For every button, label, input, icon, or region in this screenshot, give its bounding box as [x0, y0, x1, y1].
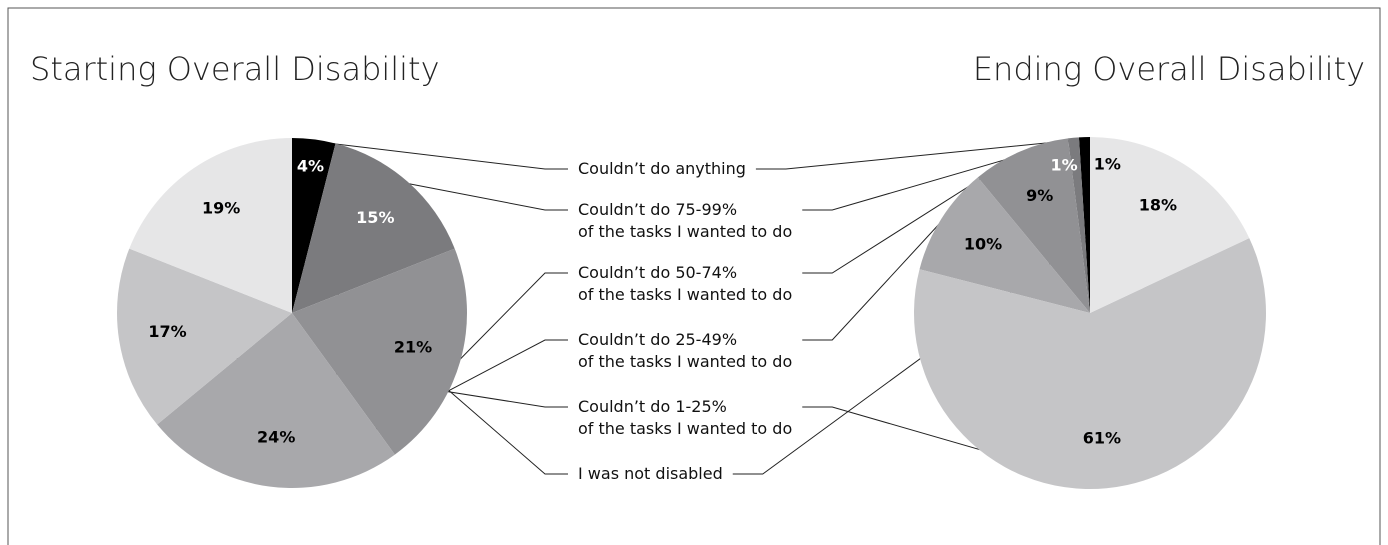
value-label: 15% [356, 208, 394, 227]
value-label: 10% [964, 235, 1002, 254]
value-label: 9% [1026, 186, 1053, 205]
value-label: 1% [1051, 155, 1078, 174]
legend-entry: I was not disabled [578, 464, 723, 483]
legend-entry: Couldn’t do 50-74% of the tasks I wanted… [578, 263, 793, 304]
value-label: 61% [1083, 429, 1121, 448]
pie-slice [292, 143, 455, 313]
pie-slice [977, 138, 1090, 313]
pie-slice [1090, 137, 1250, 313]
value-label: 18% [1139, 196, 1177, 215]
frame [7, 7, 1381, 545]
pie-slice [913, 238, 1266, 490]
pie-slice [117, 248, 293, 425]
value-label: 17% [148, 322, 186, 341]
value-label: 21% [394, 338, 432, 357]
pie-slice [1067, 137, 1090, 313]
legend-entry: Couldn’t do 25-49% of the tasks I wanted… [578, 330, 793, 371]
pie-slice [292, 248, 467, 455]
pie-slice [292, 138, 336, 313]
value-label: 1% [1094, 155, 1121, 174]
legend-entry: Couldn’t do 1-25% of the tasks I wanted … [578, 397, 793, 438]
pie-slice [129, 137, 292, 313]
value-label: 4% [297, 157, 324, 176]
pie-slice [919, 177, 1090, 313]
leader-line [406, 182, 568, 211]
pies: 4% 15% 21% 24% 17% 19% 1% 1% 9% 10% 61% 18% [117, 137, 1266, 490]
chart-title: Ending Overall Disability [973, 50, 1365, 88]
pie-slice [157, 313, 395, 488]
leader-line [755, 138, 1085, 170]
leader-line [802, 219, 944, 341]
chart-title: Starting Overall Disability [30, 50, 440, 88]
leader-line [802, 139, 1074, 211]
legend-entry: Couldn’t do anything [578, 159, 746, 178]
leader-line [457, 272, 568, 362]
legend-entry: Couldn’t do 75-99% of the tasks I wanted… [578, 200, 793, 241]
pie-slice [1078, 137, 1090, 313]
value-label: 19% [202, 198, 240, 217]
leader-line [313, 140, 568, 170]
leader-line [802, 152, 1022, 274]
value-label: 24% [257, 428, 295, 447]
